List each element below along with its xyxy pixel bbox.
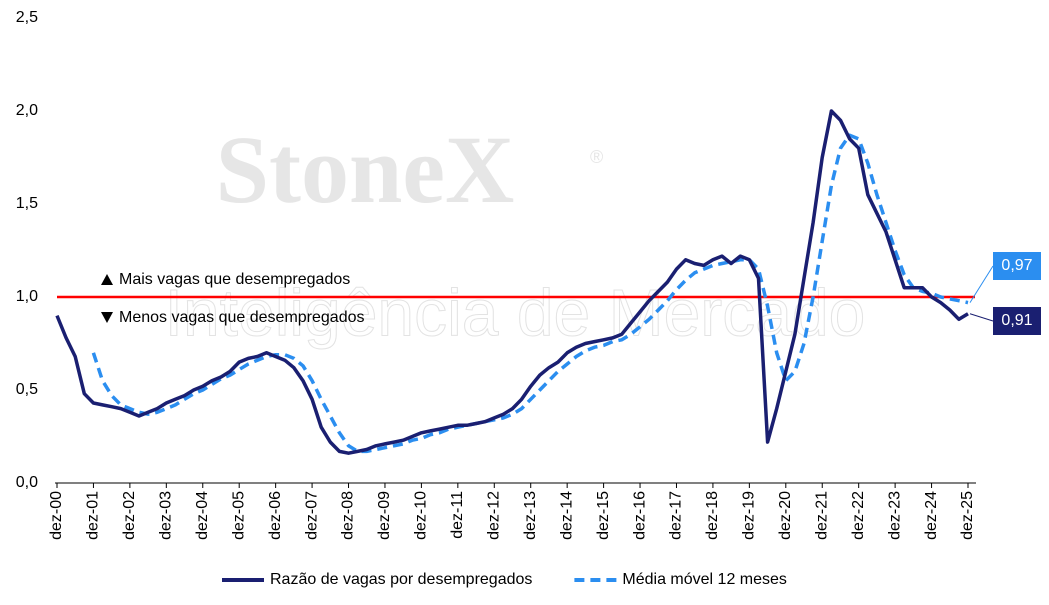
x-tick-label: dez-18 [704,491,721,540]
x-tick-label: dez-07 [303,491,320,540]
x-tick-label: dez-04 [194,491,211,540]
legend-label: Razão de vagas por desempregados [270,571,532,588]
x-tick-label: dez-16 [631,491,648,540]
x-tick-label: dez-13 [522,491,539,540]
watermark-mark: ® [590,147,603,167]
x-tick-label: dez-15 [595,491,612,540]
callout-leader [969,313,994,322]
x-tick-label: dez-14 [558,491,575,540]
x-tick-label: dez-02 [121,491,138,540]
x-tick-label: dez-12 [485,491,502,540]
x-tick-label: dez-03 [158,491,175,540]
annotation: Mais vagas que desempregados [119,271,350,288]
legend-label: Média móvel 12 meses [622,571,787,588]
y-tick-label: 0,0 [16,474,38,491]
x-tick-label: dez-00 [48,491,65,540]
annotation: Menos vagas que desempregados [119,309,365,326]
up-icon [101,274,113,285]
y-tick-label: 0,5 [16,381,38,398]
x-tick-label: dez-08 [340,491,357,540]
value-label: 0,91 [1001,312,1032,329]
y-tick-label: 2,0 [16,102,38,119]
x-tick-label: dez-09 [376,491,393,540]
x-tick-label: dez-24 [923,491,940,540]
x-tick-label: dez-25 [959,491,976,540]
y-tick-label: 1,5 [16,195,38,212]
x-tick-label: dez-11 [449,491,466,539]
y-tick-label: 2,5 [16,9,38,26]
x-tick-label: dez-19 [741,491,758,540]
x-tick-label: dez-23 [886,491,903,540]
callout-leader [969,265,994,303]
x-tick-label: dez-22 [850,491,867,540]
x-tick-label: dez-17 [668,491,685,540]
callout-box [993,307,1041,335]
series-line [55,109,969,455]
x-tick-label: dez-20 [777,491,794,540]
y-tick-label: 1,0 [16,288,38,305]
series-line [91,133,969,454]
x-tick-label: dez-05 [230,491,247,540]
watermark-subtitle: Inteligência de Mercado [165,275,866,349]
x-tick-label: dez-06 [267,491,284,540]
watermark-brand: StoneX [216,116,515,223]
down-icon [101,312,113,323]
callout-box [993,252,1041,280]
x-tick-label: dez-01 [85,491,102,540]
value-label: 0,97 [1001,257,1032,274]
x-tick-label: dez-21 [813,491,830,540]
x-tick-label: dez-10 [413,491,430,540]
